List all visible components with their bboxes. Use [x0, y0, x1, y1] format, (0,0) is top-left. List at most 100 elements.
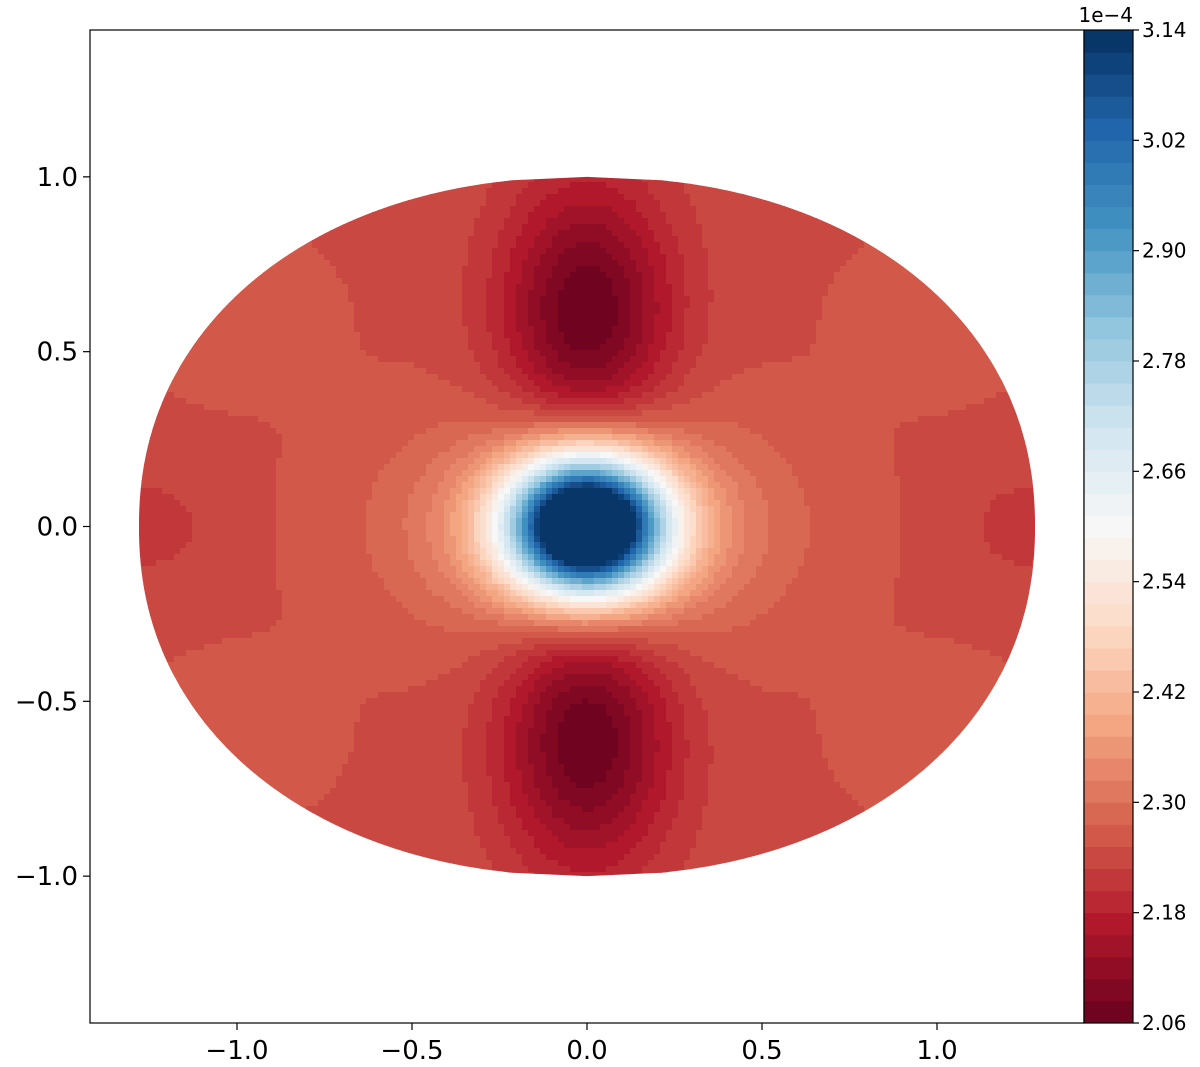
contour-cell: [492, 218, 499, 225]
contour-cell: [270, 212, 277, 219]
contour-cell: [180, 194, 187, 201]
contour-cell: [426, 272, 433, 279]
contour-cell: [474, 302, 481, 309]
contour-cell: [366, 212, 373, 219]
contour-cell: [198, 266, 205, 273]
contour-cell: [1002, 290, 1009, 297]
contour-cell: [594, 296, 601, 303]
contour-cell: [534, 272, 541, 279]
contour-cell: [462, 362, 469, 369]
contour-cell: [702, 218, 709, 225]
contour-cell: [558, 224, 565, 231]
contour-cell: [1008, 266, 1015, 273]
contour-cell: [702, 308, 709, 315]
contour-cell: [966, 314, 973, 321]
contour-cell: [966, 350, 973, 357]
contour-cell: [1014, 338, 1021, 345]
contour-cell: [174, 344, 181, 351]
contour-cell: [744, 200, 751, 207]
contour-cell: [480, 344, 487, 351]
contour-cell: [912, 218, 919, 225]
contour-cell: [612, 170, 619, 177]
contour-cell: [930, 266, 937, 273]
contour-cell: [648, 302, 655, 309]
contour-cell: [216, 362, 223, 369]
contour-cell: [660, 266, 667, 273]
contour-cell: [366, 326, 373, 333]
contour-cell: [1020, 320, 1027, 327]
contour-cell: [372, 296, 379, 303]
contour-cell: [948, 218, 955, 225]
contour-cell: [156, 248, 163, 255]
contour-cell: [192, 278, 199, 285]
contour-cell: [342, 194, 349, 201]
contour-cell: [948, 194, 955, 201]
contour-cell: [252, 332, 259, 339]
contour-cell: [186, 338, 193, 345]
contour-cell: [852, 194, 859, 201]
contour-cell: [570, 350, 577, 357]
contour-cell: [360, 350, 367, 357]
contour-cell: [360, 314, 367, 321]
contour-cell: [942, 350, 949, 357]
contour-cell: [552, 362, 559, 369]
contour-cell: [414, 314, 421, 321]
contour-cell: [300, 332, 307, 339]
contour-cell: [348, 272, 355, 279]
contour-cell: [186, 308, 193, 315]
contour-cell: [894, 176, 901, 183]
contour-cell: [672, 308, 679, 315]
contour-cell: [492, 308, 499, 315]
contour-cell: [486, 170, 493, 177]
contour-cell: [564, 350, 571, 357]
contour-cell: [336, 284, 343, 291]
contour-cell: [648, 182, 655, 189]
contour-cell: [840, 356, 847, 363]
contour-cell: [552, 272, 559, 279]
contour-cell: [534, 308, 541, 315]
contour-cell: [504, 212, 511, 219]
contour-cell: [738, 206, 745, 213]
contour-cell: [996, 296, 1003, 303]
contour-cell: [336, 236, 343, 243]
contour-cell: [786, 278, 793, 285]
contour-cell: [654, 326, 661, 333]
contour-cell: [678, 176, 685, 183]
contour-cell: [954, 272, 961, 279]
contour-cell: [702, 236, 709, 243]
contour-cell: [258, 332, 265, 339]
contour-cell: [378, 200, 385, 207]
contour-cell: [264, 182, 271, 189]
contour-cell: [978, 332, 985, 339]
contour-cell: [132, 308, 139, 315]
contour-cell: [450, 254, 457, 261]
contour-cell: [624, 320, 631, 327]
contour-cell: [294, 230, 301, 237]
contour-cell: [792, 296, 799, 303]
contour-cell: [954, 254, 961, 261]
contour-cell: [456, 206, 463, 213]
contour-cell: [906, 260, 913, 267]
contour-cell: [198, 206, 205, 213]
contour-cell: [426, 242, 433, 249]
contour-cell: [456, 284, 463, 291]
contour-cell: [300, 320, 307, 327]
contour-cell: [780, 296, 787, 303]
contour-cell: [996, 182, 1003, 189]
contour-cell: [1026, 206, 1033, 213]
contour-cell: [1032, 182, 1035, 189]
contour-cell: [198, 296, 205, 303]
contour-cell: [792, 224, 799, 231]
contour-cell: [600, 332, 607, 339]
contour-cell: [606, 182, 613, 189]
contour-cell: [618, 326, 625, 333]
contour-cell: [696, 278, 703, 285]
contour-cell: [408, 362, 415, 369]
contour-cell: [324, 344, 331, 351]
contour-cell: [618, 278, 625, 285]
contour-cell: [414, 272, 421, 279]
contour-cell: [558, 314, 565, 321]
contour-cell: [966, 170, 973, 177]
contour-cell: [438, 206, 445, 213]
contour-cell: [264, 308, 271, 315]
